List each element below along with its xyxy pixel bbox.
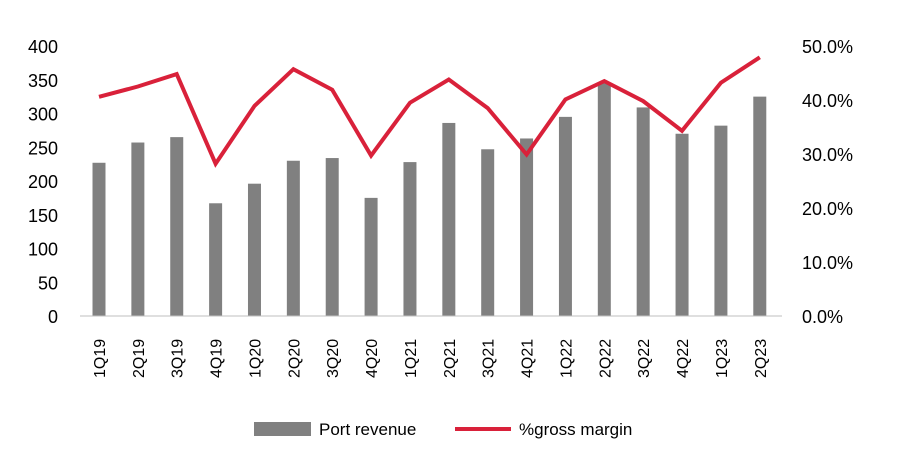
x-tick-label: 2Q23 — [753, 339, 770, 378]
line-series-gross-margin — [98, 55, 761, 168]
left-tick-label: 50 — [38, 273, 58, 293]
left-tick-label: 200 — [28, 172, 58, 192]
x-axis-ticks: 1Q19 2Q19 3Q19 4Q19 1Q20 2Q20 3Q20 4Q20 1Q21 2Q21… — [92, 339, 770, 378]
x-tick-label: 2Q22 — [597, 339, 614, 378]
bar-1Q21 — [403, 162, 417, 316]
left-tick-label: 400 — [28, 37, 58, 57]
x-tick-label: 4Q19 — [209, 339, 226, 378]
right-tick-label: 0.0% — [802, 307, 843, 327]
left-axis-ticks: 0 50 100 150 200 250 300 350 400 — [28, 37, 58, 327]
left-tick-label: 150 — [28, 206, 58, 226]
right-tick-label: 40.0% — [802, 91, 853, 111]
bar-2Q21 — [442, 122, 456, 316]
x-tick-label: 1Q23 — [714, 339, 731, 378]
x-tick-label: 3Q21 — [481, 339, 498, 378]
x-tick-label: 3Q20 — [325, 339, 342, 378]
bar-4Q21 — [520, 138, 534, 316]
legend: Port revenue %gross margin — [254, 420, 632, 439]
bar-3Q20 — [325, 158, 339, 316]
x-tick-label: 2Q19 — [131, 339, 148, 378]
legend-label-port-revenue: Port revenue — [319, 420, 416, 439]
bar-3Q19 — [170, 137, 184, 316]
bar-2Q22 — [597, 83, 611, 316]
legend-label-gross-margin: %gross margin — [519, 420, 632, 439]
bar-2Q23 — [753, 96, 767, 316]
right-tick-label: 10.0% — [802, 253, 853, 273]
bar-1Q23 — [714, 125, 728, 317]
left-tick-label: 300 — [28, 105, 58, 125]
bar-4Q20 — [364, 197, 378, 316]
x-tick-label: 2Q20 — [286, 339, 303, 378]
x-tick-label: 1Q19 — [92, 339, 109, 378]
gross-margin-line — [98, 55, 761, 168]
x-tick-label: 1Q22 — [558, 339, 575, 378]
x-tick-label: 3Q22 — [636, 339, 653, 378]
x-tick-label: 1Q21 — [403, 339, 420, 378]
x-tick-label: 4Q21 — [520, 339, 537, 378]
bar-2Q19 — [131, 142, 145, 316]
bar-4Q19 — [209, 203, 223, 316]
bar-1Q19 — [92, 162, 106, 316]
bar-4Q22 — [675, 133, 689, 316]
bar-1Q22 — [558, 116, 572, 316]
right-tick-label: 30.0% — [802, 145, 853, 165]
bar-3Q21 — [481, 149, 495, 316]
bar-3Q22 — [636, 107, 650, 316]
left-tick-label: 250 — [28, 138, 58, 158]
x-tick-label: 2Q21 — [442, 339, 459, 378]
right-tick-label: 50.0% — [802, 37, 853, 57]
left-tick-label: 100 — [28, 240, 58, 260]
bar-series-port-revenue — [92, 83, 767, 317]
x-tick-label: 3Q19 — [170, 339, 187, 378]
left-tick-label: 0 — [48, 307, 58, 327]
x-tick-label: 4Q22 — [675, 339, 692, 378]
x-tick-label: 1Q20 — [247, 339, 264, 378]
x-tick-label: 4Q20 — [364, 339, 381, 378]
bar-1Q20 — [247, 183, 261, 316]
left-tick-label: 350 — [28, 71, 58, 91]
right-axis-ticks: 0.0% 10.0% 20.0% 30.0% 40.0% 50.0% — [802, 37, 853, 327]
legend-swatch-port-revenue — [254, 422, 311, 436]
right-tick-label: 20.0% — [802, 199, 853, 219]
bar-2Q20 — [286, 160, 300, 316]
